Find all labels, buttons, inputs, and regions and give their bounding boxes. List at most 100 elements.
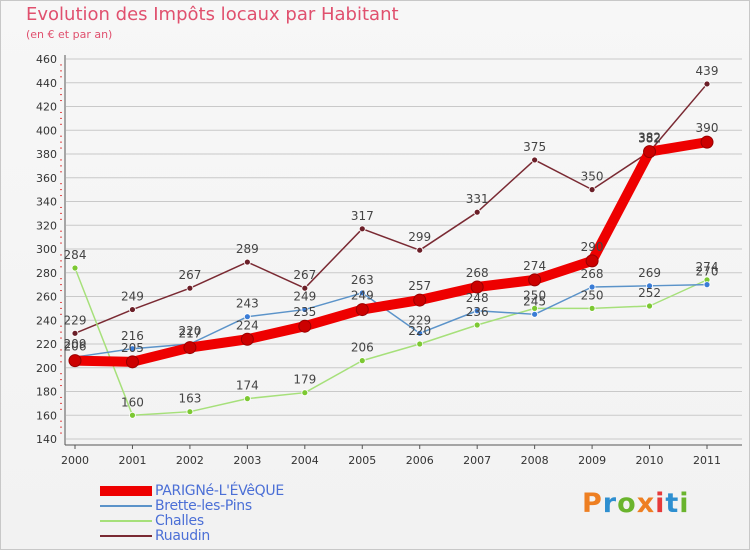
- y-tick-label: 220: [36, 338, 57, 351]
- data-point: [528, 273, 542, 287]
- y-tick-label: 160: [36, 409, 57, 422]
- y-tick-label: 300: [36, 243, 57, 256]
- data-point: [473, 321, 481, 329]
- series-lines: [70, 83, 712, 416]
- data-point: [301, 389, 309, 397]
- data-label: 229: [64, 313, 87, 327]
- data-label: 224: [236, 318, 259, 332]
- data-point: [243, 258, 251, 266]
- data-point: [71, 264, 79, 272]
- data-label: 163: [178, 392, 201, 406]
- data-label: 249: [293, 290, 316, 304]
- logo-letter: i: [679, 488, 690, 519]
- data-label: 160: [121, 395, 144, 409]
- data-point: [585, 254, 599, 268]
- data-label: 220: [408, 324, 431, 338]
- data-label: 206: [64, 340, 87, 354]
- data-point: [646, 302, 653, 310]
- data-point: [703, 80, 711, 88]
- data-label: 263: [351, 273, 374, 287]
- x-tick-label: 2005: [348, 454, 376, 467]
- data-point: [298, 319, 312, 333]
- data-label: 179: [293, 373, 316, 387]
- data-point: [700, 135, 714, 149]
- x-tick-label: 2010: [636, 454, 664, 467]
- y-tick-label: 360: [36, 172, 57, 185]
- data-point: [358, 225, 366, 233]
- data-point: [240, 332, 254, 346]
- y-tick-label: 340: [36, 196, 57, 209]
- legend-swatch-challes: [100, 520, 152, 522]
- y-tick-label: 420: [36, 101, 57, 114]
- data-point: [588, 304, 596, 312]
- data-point: [646, 282, 653, 290]
- data-label: 290: [581, 240, 604, 254]
- logo-letter: r: [602, 488, 618, 519]
- x-tick-label: 2007: [463, 454, 491, 467]
- data-label: 243: [236, 297, 259, 311]
- data-point: [301, 306, 309, 313]
- data-labels: 229 249 267 289 267 317 299 331 375 350 382 439 284 1…: [64, 64, 719, 409]
- legend-label-challes: Challes: [155, 513, 204, 529]
- legend-swatch-brette: [100, 505, 152, 507]
- data-label: 252: [638, 286, 661, 300]
- data-point: [643, 145, 657, 159]
- data-point: [413, 293, 427, 307]
- data-label: 390: [696, 121, 719, 135]
- data-point: [183, 341, 197, 355]
- data-label: 274: [523, 259, 546, 273]
- chart-subtitle: (en € et par an): [26, 28, 113, 41]
- x-tick-label: 2011: [693, 454, 721, 467]
- x-tick-label: 2001: [118, 454, 146, 467]
- x-tick-label: 2009: [578, 454, 606, 467]
- data-label: 268: [466, 266, 489, 280]
- series-line-2: [74, 267, 708, 416]
- data-label: 382: [638, 131, 661, 145]
- y-tick-label: 240: [36, 314, 57, 327]
- data-point: [125, 355, 139, 369]
- data-label: 299: [408, 230, 431, 244]
- data-point: [416, 340, 424, 348]
- axes: 140 160 180 200 220 240 260 280 300 320 340 360 380 4…: [36, 53, 742, 467]
- data-point: [416, 329, 424, 337]
- data-label: 270: [696, 265, 719, 279]
- data-point: [243, 313, 251, 321]
- x-tick-label: 2002: [176, 454, 204, 467]
- data-point: [531, 310, 539, 318]
- x-tick-label: 2008: [521, 454, 549, 467]
- legend-label-parigne: PARIGNé-L'ÉVêQUE: [155, 483, 284, 499]
- series-line-3: [74, 83, 708, 335]
- y-tick-label: 460: [36, 53, 57, 66]
- data-label: 249: [121, 290, 144, 304]
- data-label: 257: [408, 279, 431, 293]
- data-label: 229: [408, 313, 431, 327]
- data-label: 216: [121, 329, 144, 343]
- data-point: [186, 284, 194, 292]
- data-label: 269: [638, 266, 661, 280]
- data-point: [588, 186, 596, 194]
- data-label: 267: [178, 268, 201, 282]
- y-tick-label: 400: [36, 124, 57, 137]
- data-label: 284: [64, 248, 87, 262]
- logo-letter: x: [636, 488, 656, 519]
- data-point: [129, 411, 136, 419]
- data-label: 250: [523, 288, 546, 302]
- legend-swatch-parigne: [100, 486, 152, 496]
- y-tick-label: 200: [36, 362, 57, 375]
- y-tick-label: 140: [36, 433, 57, 446]
- x-tick-label: 2006: [406, 454, 434, 467]
- data-point: [470, 280, 484, 294]
- data-label: 317: [351, 209, 374, 223]
- data-label: 375: [523, 140, 546, 154]
- legend-swatch-ruaudin: [100, 535, 152, 537]
- data-point: [129, 345, 136, 353]
- y-tick-label: 380: [36, 148, 57, 161]
- data-point: [243, 395, 251, 403]
- y-tick-label: 440: [36, 77, 57, 90]
- data-point: [531, 156, 539, 164]
- grid-lines: [66, 58, 742, 440]
- data-label: 274: [696, 260, 719, 274]
- data-point: [358, 357, 366, 365]
- y-tick-label: 260: [36, 291, 57, 304]
- data-label: 350: [581, 170, 604, 184]
